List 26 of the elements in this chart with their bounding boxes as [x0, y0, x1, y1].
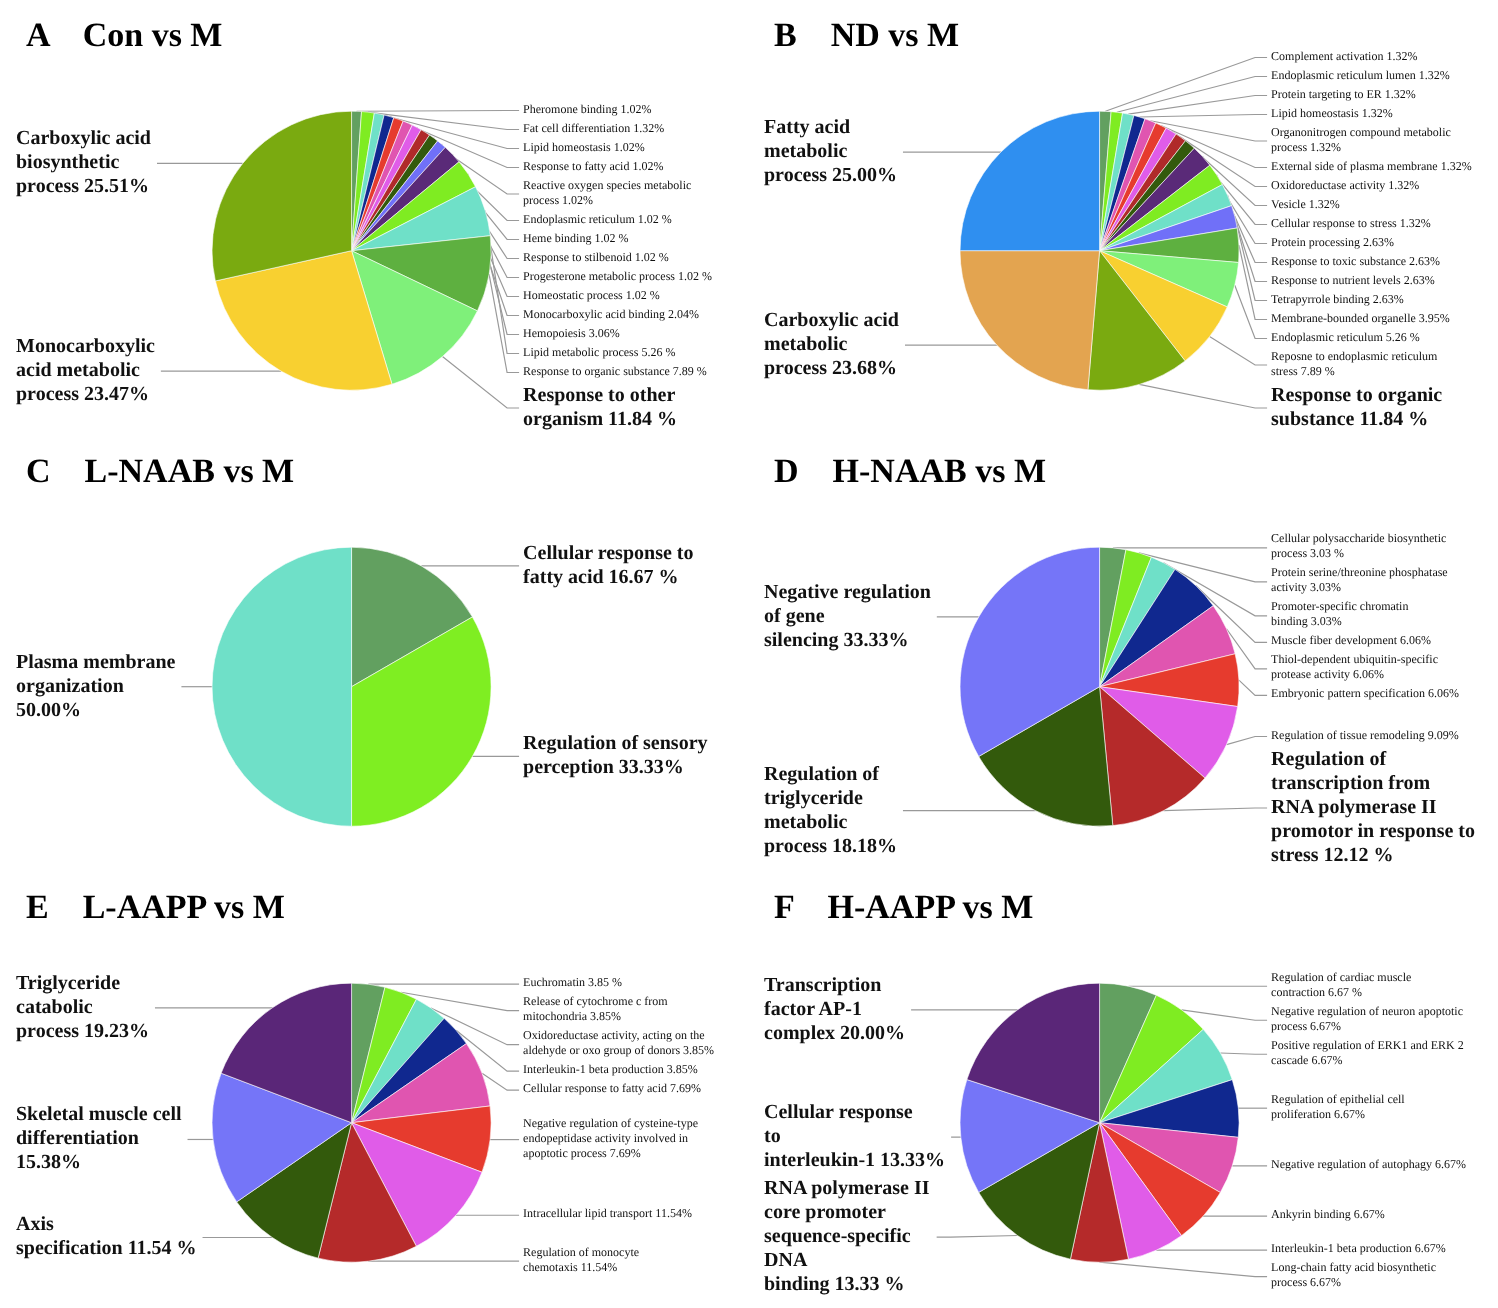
slice-label: Response to organic substance 11.84 %: [1271, 385, 1444, 431]
slice-label: Regulation of sensory perception 33.33%: [523, 733, 708, 780]
slice-label: Cellular response to interleukin-1 13.33%: [764, 1102, 946, 1173]
slice-label: Fatty acid metabolic process 25.00%: [764, 117, 897, 188]
slice-label: Regulation of transcription from RNA polymerase II promotor in response to stress 12.12 %: [1271, 749, 1475, 867]
slice-label: Cellular response to fatty acid 16.67 %: [523, 542, 694, 589]
data-label: 50.00%: [16, 699, 81, 722]
data-label: 15.38%: [16, 1152, 81, 1175]
slice-label: Plasma membrane organization: [16, 651, 177, 698]
slice-label: Axis specification 11.54 %: [16, 1214, 197, 1261]
slice-label: Carboxylic acid metabolic process 23.68%: [764, 310, 900, 381]
chart-title: A Con vs M: [26, 16, 223, 54]
chart-title: B ND vs M: [774, 16, 960, 54]
slice-label: RNA polymerase II core promoter sequence-specific DNA binding 13.33 %: [764, 1178, 930, 1297]
slice-label: Transcription factor AP-1 complex 20.00%: [764, 974, 906, 1045]
chart-title: E L-AAPP vs M: [26, 888, 285, 926]
chart-title: C L-NAAB vs M: [26, 452, 295, 490]
chart-title: D H-NAAB vs M: [774, 452, 1046, 490]
slice-label: Skeletal muscle cell differentiation: [16, 1104, 182, 1151]
slice-label: Response to other organism 11.84 %: [523, 385, 677, 431]
slice-label: Regulation of triglyceride metabolic process 18.18%: [764, 763, 897, 858]
slice-label: Monocarboxylic acid metabolic process 23.47%: [16, 336, 156, 407]
slice-label: Negative regulation of gene silencing 33.33%: [764, 581, 932, 652]
chart-title: F H-AAPP vs M: [774, 888, 1034, 926]
slice-label: Carboxylic acid biosynthetic process 25.51%: [16, 128, 152, 199]
slice-label: Triglyceride catabolic process 19.23%: [16, 972, 149, 1043]
